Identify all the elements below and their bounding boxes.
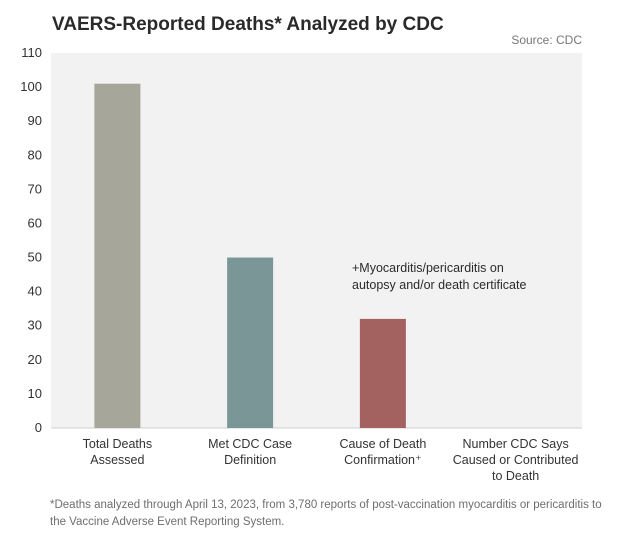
x-tick-label: Total Deaths Assessed — [83, 437, 152, 467]
annotation-group: +Myocarditis/pericarditis on autopsy and/… — [352, 261, 526, 292]
x-tick-label-line: Cause of Death — [339, 437, 426, 451]
x-tick-label-line: Met CDC Case — [208, 437, 292, 451]
x-tick-label: Met CDC Case Definition — [208, 437, 292, 467]
x-tick-label-line: Total Deaths — [83, 437, 152, 451]
x-tick-label: Number CDC Says Caused or Contributed to D… — [453, 437, 579, 483]
chart-title: VAERS-Reported Deaths* Analyzed by CDC — [52, 14, 444, 35]
bar — [94, 83, 141, 428]
y-tick-label: 80 — [28, 147, 42, 162]
y-axis: 0 10 20 30 40 50 60 70 80 90 100 110 — [20, 45, 42, 435]
y-tick-label: 0 — [35, 420, 42, 435]
bars-group — [94, 83, 406, 428]
y-tick-label: 60 — [28, 215, 42, 230]
y-tick-label: 70 — [28, 181, 42, 196]
y-tick-label: 50 — [28, 250, 42, 265]
footnote: *Deaths analyzed through April 13, 2023,… — [50, 499, 602, 528]
x-tick-label-line: Caused or Contributed — [453, 453, 579, 467]
x-tick-label-line: Assessed — [90, 453, 144, 467]
y-tick-label: 10 — [28, 386, 42, 401]
y-tick-label: 110 — [21, 45, 42, 60]
bar — [359, 318, 406, 428]
x-tick-label-line: to Death — [492, 469, 539, 483]
x-tick-label-line: Number CDC Says — [462, 437, 568, 451]
bar — [227, 257, 274, 428]
annotation-line: autopsy and/or death certificate — [352, 278, 526, 292]
y-tick-label: 100 — [20, 79, 42, 94]
y-tick-label: 90 — [28, 113, 42, 128]
y-tick-label: 40 — [28, 284, 42, 299]
x-axis: Total Deaths Assessed Met CDC Case Definiti… — [83, 437, 579, 483]
y-tick-label: 30 — [28, 318, 42, 333]
x-tick-label: Cause of Death Confirmation⁺ — [339, 437, 426, 467]
annotation-text: +Myocarditis/pericarditis on autopsy and/… — [352, 261, 526, 292]
y-tick-label: 20 — [28, 352, 42, 367]
x-tick-label-line: Definition — [224, 453, 276, 467]
annotation-line: +Myocarditis/pericarditis on — [352, 261, 504, 275]
source-label: Source: CDC — [511, 33, 582, 47]
x-tick-label-line: Confirmation⁺ — [344, 453, 421, 467]
